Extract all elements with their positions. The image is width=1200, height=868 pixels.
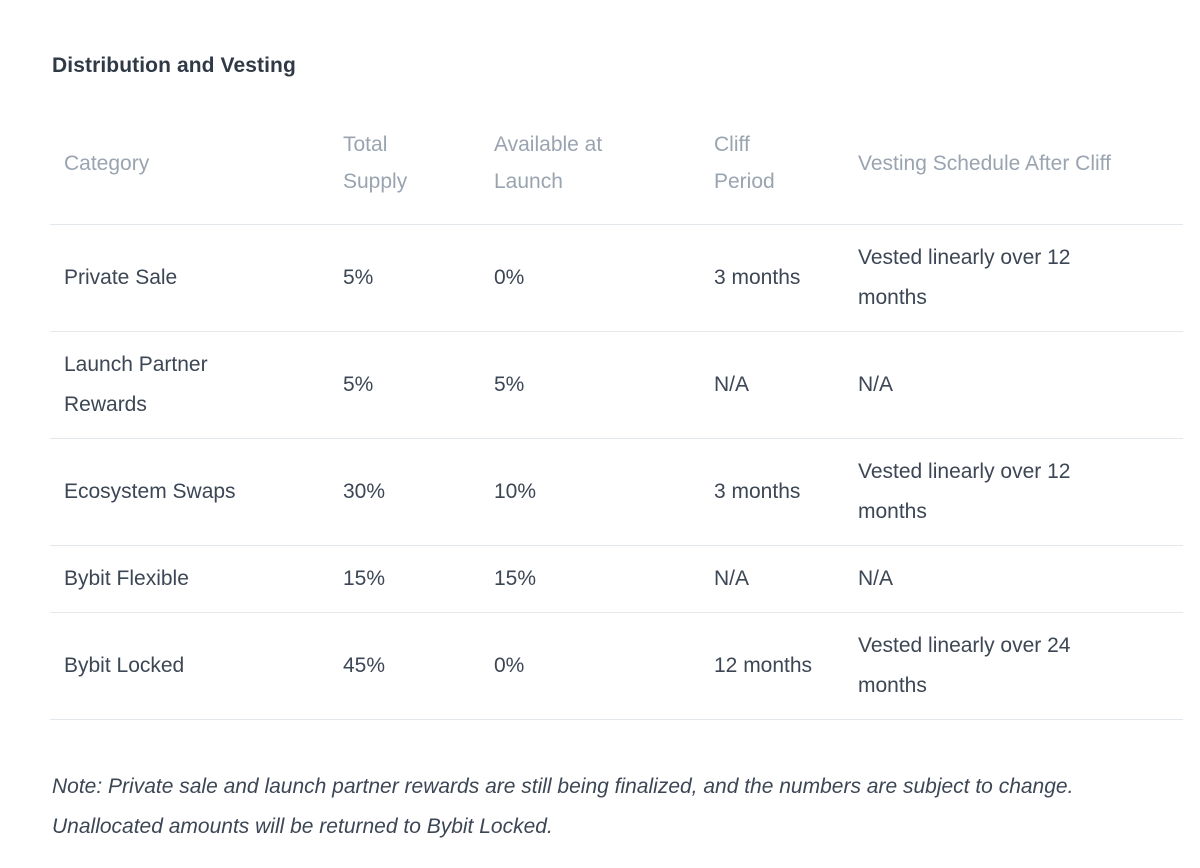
cell-cliff-period: N/A <box>700 331 844 439</box>
column-header-category: Category <box>50 126 329 225</box>
cell-text: 0% <box>494 266 525 289</box>
column-header-cliff-period: Cliff Period <box>700 126 844 225</box>
cell-vesting-schedule: Vested linearly over 12 months <box>844 438 1183 546</box>
cell-text: Private Sale <box>64 266 178 289</box>
cell-total-supply: 15% <box>329 545 480 613</box>
table-header-row: Category Total Supply Available at Launc… <box>50 126 1183 225</box>
cell-text: 3 months <box>714 480 801 503</box>
cell-vesting-schedule: Vested linearly over 24 months <box>844 612 1183 720</box>
cell-total-supply: 5% <box>329 331 480 439</box>
column-header-available-at-launch: Available at Launch <box>480 126 700 225</box>
cell-category: Ecosystem Swaps <box>50 438 329 546</box>
column-header-label: Total Supply <box>343 133 408 193</box>
cell-category: Private Sale <box>50 224 329 332</box>
cell-available-at-launch: 10% <box>480 438 700 546</box>
cell-text: 15% <box>343 567 386 590</box>
cell-text: N/A <box>714 567 750 590</box>
cell-cliff-period: 3 months <box>700 224 844 332</box>
cell-text: 5% <box>343 373 374 396</box>
cell-text: 45% <box>343 654 386 677</box>
cell-text: N/A <box>858 567 894 590</box>
cell-text: 5% <box>494 373 525 396</box>
column-header-label: Category <box>64 151 150 175</box>
table-row-launch-partner-rewards: Launch Partner Rewards 5% 5% N/A N/A <box>50 331 1183 439</box>
column-header-label: Cliff Period <box>714 133 775 193</box>
cell-cliff-period: N/A <box>700 545 844 613</box>
cell-cliff-period: 3 months <box>700 438 844 546</box>
cell-available-at-launch: 15% <box>480 545 700 613</box>
cell-text: N/A <box>714 373 750 396</box>
cell-text: 30% <box>343 480 386 503</box>
cell-text: Vested linearly over 12 months <box>858 460 1071 523</box>
table-row-bybit-locked: Bybit Locked 45% 0% 12 months Vested lin… <box>50 612 1183 720</box>
cell-cliff-period: 12 months <box>700 612 844 720</box>
table-row-bybit-flexible: Bybit Flexible 15% 15% N/A N/A <box>50 545 1183 613</box>
cell-text: Vested linearly over 24 months <box>858 634 1071 697</box>
cell-available-at-launch: 0% <box>480 612 700 720</box>
cell-available-at-launch: 0% <box>480 224 700 332</box>
table-header: Category Total Supply Available at Launc… <box>50 126 1183 225</box>
table-row-private-sale: Private Sale 5% 0% 3 months Vested linea… <box>50 224 1183 332</box>
section-title: Distribution and Vesting <box>52 54 296 77</box>
cell-total-supply: 5% <box>329 224 480 332</box>
column-header-vesting-schedule: Vesting Schedule After Cliff <box>844 126 1183 225</box>
cell-vesting-schedule: N/A <box>844 331 1183 439</box>
cell-text: 0% <box>494 654 525 677</box>
column-header-label: Vesting Schedule After Cliff <box>858 151 1111 175</box>
cell-category: Bybit Locked <box>50 612 329 720</box>
cell-total-supply: 45% <box>329 612 480 720</box>
cell-category: Bybit Flexible <box>50 545 329 613</box>
column-header-total-supply: Total Supply <box>329 126 480 225</box>
cell-text: 12 months <box>714 654 813 677</box>
cell-text: Vested linearly over 12 months <box>858 246 1071 309</box>
table-row-ecosystem-swaps: Ecosystem Swaps 30% 10% 3 months Vested … <box>50 438 1183 546</box>
table-body: Private Sale 5% 0% 3 months Vested linea… <box>50 224 1183 720</box>
cell-available-at-launch: 5% <box>480 331 700 439</box>
cell-total-supply: 30% <box>329 438 480 546</box>
cell-text: 15% <box>494 567 537 590</box>
distribution-vesting-table: Category Total Supply Available at Launc… <box>50 126 1183 720</box>
cell-text: N/A <box>858 373 894 396</box>
article-content: Distribution and Vesting Category Total … <box>50 54 1183 838</box>
cell-text: Bybit Locked <box>64 654 185 677</box>
cell-text: 5% <box>343 266 374 289</box>
footnote-text: Note: Private sale and launch partner re… <box>52 775 1074 838</box>
cell-text: 10% <box>494 480 537 503</box>
cell-text: Bybit Flexible <box>64 567 189 590</box>
cell-category: Launch Partner Rewards <box>50 331 329 439</box>
cell-text: 3 months <box>714 266 801 289</box>
column-header-label: Available at Launch <box>494 133 603 193</box>
cell-text: Ecosystem Swaps <box>64 480 236 503</box>
cell-vesting-schedule: Vested linearly over 12 months <box>844 224 1183 332</box>
cell-vesting-schedule: N/A <box>844 545 1183 613</box>
cell-text: Launch Partner Rewards <box>64 353 208 416</box>
